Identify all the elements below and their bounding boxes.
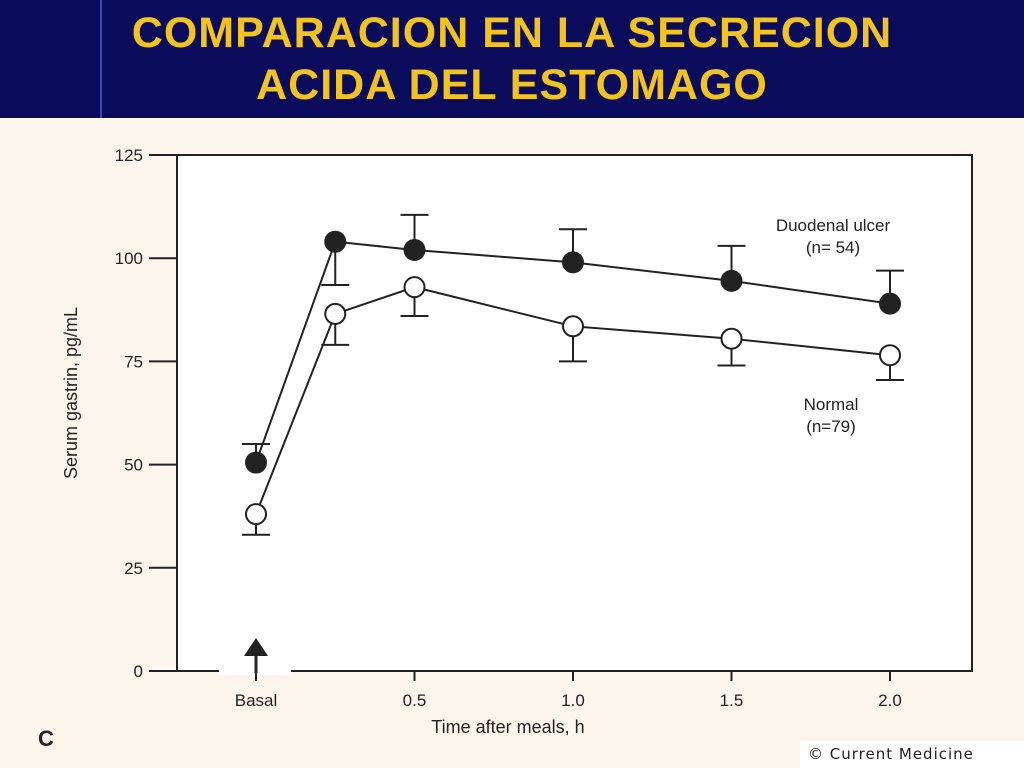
x-tick-label: 1.0: [561, 691, 585, 710]
x-tick-label: Basal: [235, 691, 278, 710]
meal-arrow-head: [244, 638, 268, 656]
data-point-open: [324, 302, 347, 325]
data-point-filled: [324, 230, 347, 253]
y-tick-label: 125: [115, 146, 143, 165]
credit-label: © Current Medicine: [800, 741, 1024, 768]
y-tick-label: 75: [124, 352, 143, 371]
figure-panel: 0 25 50 75 100 125 Basal 0.5 1.0 1.5 2.0 Time afte…: [0, 118, 1024, 768]
x-tick-label: 2.0: [878, 691, 902, 710]
series-label-duodenal-ulcer: Duodenal ulcer: [776, 216, 891, 235]
data-point-filled: [720, 269, 743, 292]
data-point-open: [403, 276, 426, 299]
series-line-normal: [255, 286, 891, 515]
data-point-open: [720, 327, 743, 350]
slide-title: COMPARACION EN LA SECRECION ACIDA DEL ES…: [0, 0, 1024, 118]
series-line-duodenal-ulcer: [255, 240, 891, 463]
data-point-filled: [403, 238, 426, 261]
x-tick-label: 0.5: [403, 691, 427, 710]
y-tick-label: 50: [124, 456, 143, 475]
series-label-normal: Normal: [804, 395, 859, 414]
data-point-open: [879, 344, 901, 367]
gastrin-line-chart: 0 25 50 75 100 125 Basal 0.5 1.0 1.5 2.0 Time afte…: [38, 146, 973, 751]
data-point-open: [245, 503, 267, 526]
slide-title-line-2: ACIDA DEL ESTOMAGO: [256, 61, 768, 109]
title-bar-accent-line: [100, 0, 102, 118]
x-axis-title: Time after meals, h: [431, 717, 584, 737]
y-tick-label: 25: [124, 559, 143, 578]
x-tick-label: 1.5: [720, 691, 744, 710]
panel-letter: C: [38, 726, 54, 751]
data-point-filled: [562, 251, 584, 274]
series-n-duodenal-ulcer: (n= 54): [806, 238, 860, 257]
y-axis-title: Serum gastrin, pg/mL: [61, 307, 81, 479]
data-point-filled: [245, 451, 267, 474]
data-point-filled: [879, 292, 901, 315]
series-n-normal: (n=79): [806, 417, 856, 436]
y-tick-label: 0: [134, 662, 143, 681]
plot-frame: [176, 154, 973, 672]
y-tick-label: 100: [115, 249, 143, 268]
data-point-open: [562, 315, 584, 338]
slide-title-line-1: COMPARACION EN LA SECRECION: [131, 9, 893, 57]
